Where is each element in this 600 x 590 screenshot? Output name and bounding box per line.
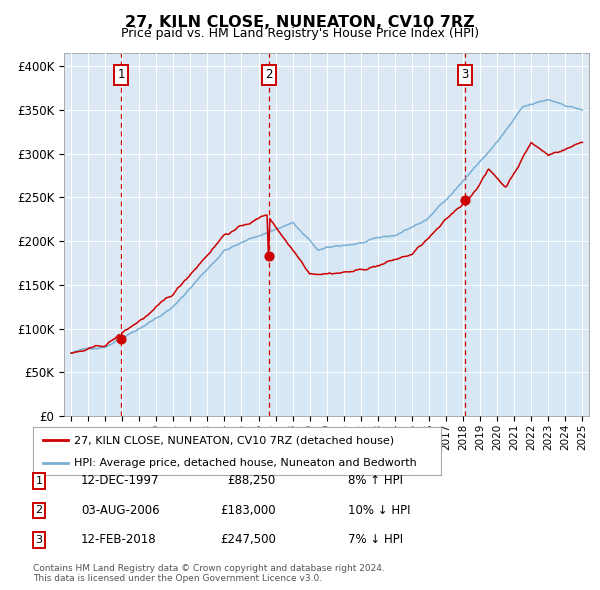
Text: 12-DEC-1997: 12-DEC-1997: [81, 474, 160, 487]
Text: Contains HM Land Registry data © Crown copyright and database right 2024.
This d: Contains HM Land Registry data © Crown c…: [33, 563, 385, 583]
Text: Price paid vs. HM Land Registry's House Price Index (HPI): Price paid vs. HM Land Registry's House …: [121, 27, 479, 40]
Text: 1: 1: [118, 68, 125, 81]
Text: 27, KILN CLOSE, NUNEATON, CV10 7RZ: 27, KILN CLOSE, NUNEATON, CV10 7RZ: [125, 15, 475, 30]
Point: [460, 195, 470, 204]
Text: 27, KILN CLOSE, NUNEATON, CV10 7RZ (detached house): 27, KILN CLOSE, NUNEATON, CV10 7RZ (deta…: [74, 435, 394, 445]
Text: 3: 3: [461, 68, 469, 81]
Text: 12-FEB-2018: 12-FEB-2018: [81, 533, 157, 546]
Text: £247,500: £247,500: [220, 533, 276, 546]
Text: HPI: Average price, detached house, Nuneaton and Bedworth: HPI: Average price, detached house, Nune…: [74, 458, 416, 468]
Text: 10% ↓ HPI: 10% ↓ HPI: [348, 504, 410, 517]
Point: [264, 251, 274, 261]
Text: 3: 3: [35, 535, 43, 545]
Point: [116, 334, 126, 343]
Text: 03-AUG-2006: 03-AUG-2006: [81, 504, 160, 517]
Text: 2: 2: [35, 506, 43, 515]
Text: £183,000: £183,000: [220, 504, 276, 517]
Text: 2: 2: [265, 68, 272, 81]
Text: £88,250: £88,250: [228, 474, 276, 487]
Text: 1: 1: [35, 476, 43, 486]
Text: 7% ↓ HPI: 7% ↓ HPI: [348, 533, 403, 546]
Text: 8% ↑ HPI: 8% ↑ HPI: [348, 474, 403, 487]
